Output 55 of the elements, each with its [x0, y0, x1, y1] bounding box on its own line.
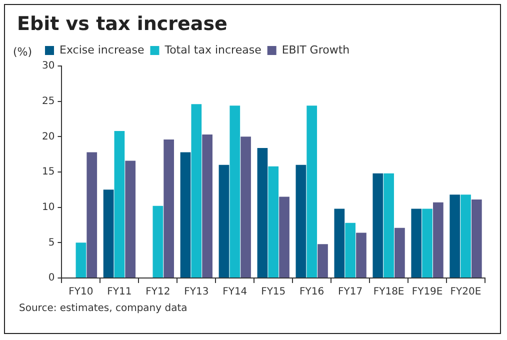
bar — [433, 202, 444, 278]
bar — [218, 164, 230, 278]
legend-label: Excise increase — [60, 43, 144, 56]
bar — [103, 190, 114, 278]
y-tick-label: 0 — [48, 272, 55, 284]
bar — [180, 152, 191, 278]
x-tick-label: FY20E — [450, 286, 482, 298]
legend-label: EBIT Growth — [282, 43, 350, 56]
bar — [191, 104, 202, 278]
x-tick-label: FY18E — [373, 286, 404, 298]
bar — [76, 242, 86, 278]
bar — [152, 206, 164, 278]
bar — [86, 152, 98, 278]
bar — [268, 166, 279, 278]
bar — [164, 139, 174, 278]
legend-label: Total tax increase — [164, 43, 262, 56]
bar — [422, 208, 432, 278]
x-tick-label: FY12 — [146, 286, 170, 298]
source-note: Source: estimates, company data — [18, 302, 188, 314]
x-tick-label: FY15 — [261, 286, 286, 298]
y-tick-label: 25 — [42, 96, 55, 107]
y-tick-label: 20 — [42, 131, 55, 142]
bar — [334, 208, 345, 278]
y-tick-label: 30 — [42, 60, 55, 72]
x-tick-label: FY17 — [338, 286, 363, 298]
bar — [114, 131, 125, 278]
bar — [394, 228, 405, 278]
bar — [230, 106, 240, 278]
bar — [240, 136, 251, 278]
bar — [372, 173, 384, 278]
y-tick-label: 15 — [42, 166, 55, 178]
bar — [356, 232, 366, 278]
bar — [450, 194, 460, 278]
bar — [202, 134, 212, 278]
bar — [125, 160, 136, 278]
y-tick-label: 10 — [42, 202, 55, 213]
chart-title: Ebit vs tax increase — [16, 12, 228, 37]
y-axis-title: (%) — [13, 45, 32, 58]
bar — [318, 244, 328, 278]
y-tick-label: 5 — [48, 237, 55, 248]
x-tick-label: FY10 — [68, 286, 94, 298]
bar — [279, 196, 290, 278]
bar — [384, 173, 394, 278]
x-tick-label: FY14 — [222, 286, 248, 298]
bar — [460, 194, 471, 278]
bar — [345, 222, 356, 278]
bar — [471, 200, 482, 278]
x-tick-label: FY11 — [107, 286, 132, 298]
bar — [306, 106, 318, 278]
x-tick-label: FY13 — [184, 286, 209, 298]
bar — [411, 208, 422, 278]
bar — [257, 148, 268, 278]
x-tick-label: FY16 — [300, 286, 324, 298]
x-tick-label: FY19E — [412, 286, 443, 298]
bar — [296, 164, 306, 278]
